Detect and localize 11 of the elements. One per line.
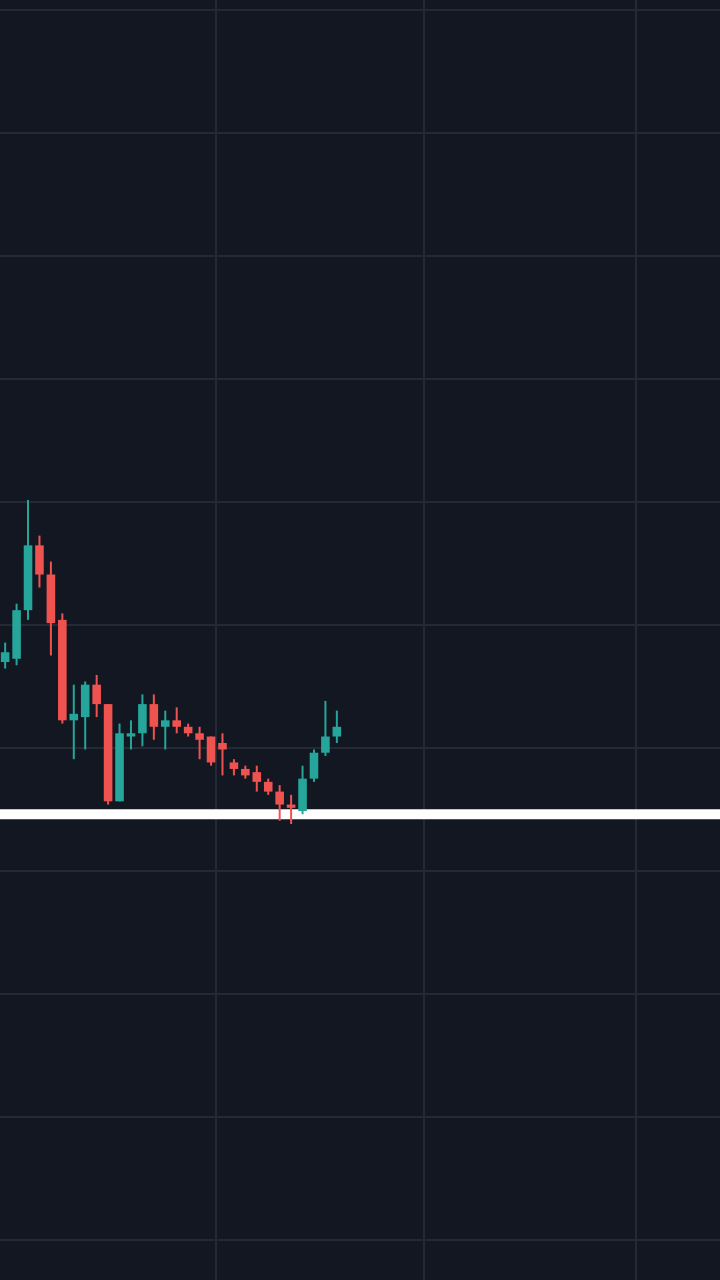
candlestick <box>309 748 319 783</box>
candlestick <box>172 706 182 735</box>
candlestick <box>35 534 44 589</box>
candlestick <box>321 699 330 757</box>
candlestick <box>298 764 307 816</box>
candlestick <box>160 709 170 751</box>
candlestick <box>138 693 147 748</box>
candlestick <box>149 693 159 741</box>
candlestick <box>275 784 284 822</box>
candlestick <box>332 709 342 744</box>
candlestick <box>92 673 101 719</box>
